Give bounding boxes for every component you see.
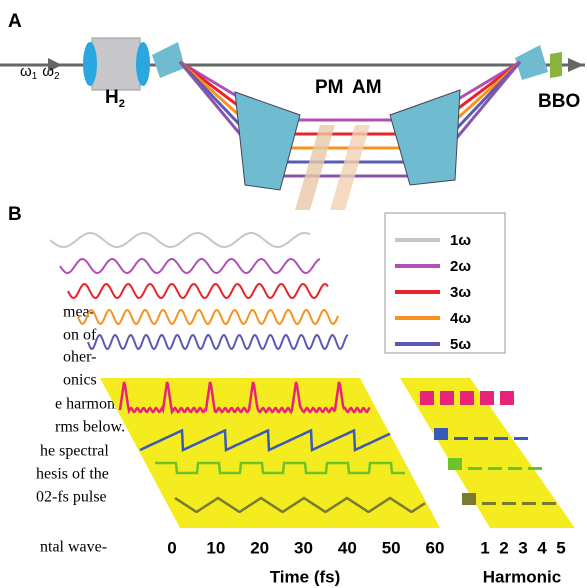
body-line: on of <box>63 327 97 344</box>
wave <box>78 310 338 324</box>
time-axis-label: Time (fs) <box>270 567 341 586</box>
legend-label: 5ω <box>450 336 471 353</box>
lens <box>136 42 150 86</box>
time-panel <box>100 378 440 528</box>
time-tick-label: 50 <box>382 538 401 557</box>
harmonic-bar <box>474 437 488 440</box>
harmonic-bar <box>542 502 556 505</box>
legend-label: 4ω <box>450 310 471 327</box>
harmonic-axis-label: Harmonic <box>483 567 561 586</box>
prism <box>152 42 185 78</box>
body-line: 02-fs pulse <box>36 489 107 506</box>
wave <box>68 284 328 298</box>
legend-label: 2ω <box>450 258 471 275</box>
bbo-label: BBO <box>538 91 580 112</box>
legend-label: 1ω <box>450 232 471 249</box>
wave <box>60 259 320 273</box>
body-line: onics <box>63 372 97 389</box>
harmonic-bar <box>460 391 474 405</box>
mask <box>295 125 335 210</box>
harmonic-tick-label: 5 <box>556 538 565 557</box>
body-line: ntal wave- <box>40 539 107 556</box>
body-line: oher- <box>63 349 96 366</box>
harmonic-bar <box>420 391 434 405</box>
harmonic-bar <box>500 391 514 405</box>
legend-label: 3ω <box>450 284 471 301</box>
am-label: AM <box>352 77 382 98</box>
wave <box>88 335 348 349</box>
harmonic-bar <box>454 437 468 440</box>
wave <box>50 233 310 247</box>
harmonic-bar <box>502 502 516 505</box>
harmonic-bar <box>508 467 522 470</box>
lens <box>83 42 97 86</box>
harmonic-tick-label: 1 <box>480 538 489 557</box>
time-tick-label: 0 <box>167 538 176 557</box>
harmonic-bar <box>448 458 462 470</box>
harmonic-bar <box>462 493 476 505</box>
harmonic-bar <box>522 502 536 505</box>
time-tick-label: 60 <box>426 538 445 557</box>
panel-label: A <box>8 11 22 32</box>
harmonic-bar <box>468 467 482 470</box>
harmonic-tick-label: 2 <box>499 538 508 557</box>
time-tick-label: 20 <box>250 538 269 557</box>
arrow <box>568 58 584 72</box>
time-tick-label: 30 <box>294 538 313 557</box>
body-line: hesis of the <box>36 466 109 483</box>
time-tick-label: 10 <box>206 538 225 557</box>
legend <box>385 213 505 353</box>
body-line: he spectral <box>40 443 109 460</box>
crystal <box>550 52 562 78</box>
harmonic-bar <box>434 428 448 440</box>
harmonic-bar <box>480 391 494 405</box>
figure: mea-on ofoher-onicse harmonicrms below.h… <box>0 0 587 588</box>
cell <box>92 38 140 90</box>
harmonic-bar <box>528 467 542 470</box>
harmonic-bar <box>440 391 454 405</box>
time-tick-label: 40 <box>338 538 357 557</box>
panel-label: B <box>8 204 22 225</box>
mask <box>330 125 370 210</box>
harmonic-bar <box>514 437 528 440</box>
pm-label: PM <box>315 77 344 98</box>
harmonic-tick-label: 3 <box>518 538 527 557</box>
body-line: rms below. <box>55 419 125 436</box>
harmonic-bar <box>488 467 502 470</box>
prism <box>390 90 460 185</box>
harmonic-tick-label: 4 <box>537 538 547 557</box>
harmonic-bar <box>482 502 496 505</box>
harmonic-bar <box>494 437 508 440</box>
